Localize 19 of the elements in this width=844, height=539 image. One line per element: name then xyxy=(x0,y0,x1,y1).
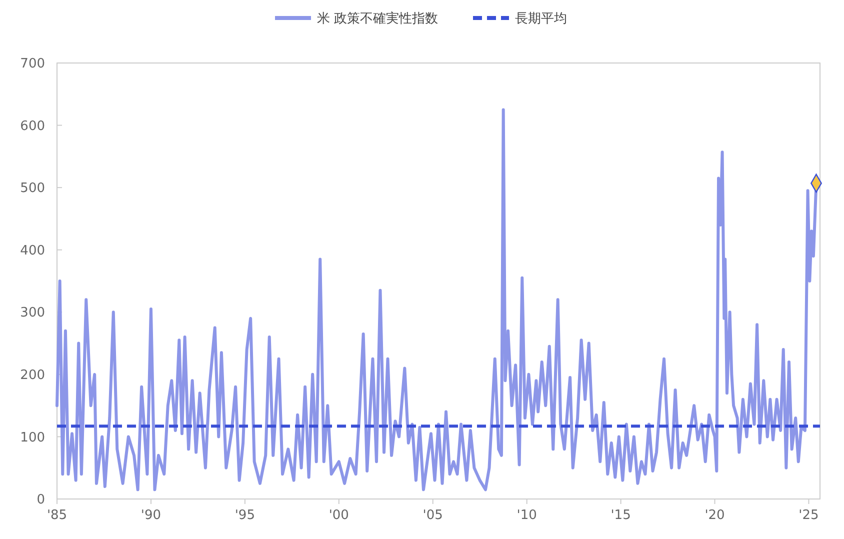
y-tick-label: 400 xyxy=(20,243,45,258)
x-tick-label: '25 xyxy=(798,508,819,523)
x-tick-label: '05 xyxy=(422,508,443,523)
y-tick-label: 500 xyxy=(20,181,45,196)
x-tick-label: '20 xyxy=(704,508,725,523)
y-tick-label: 700 xyxy=(20,56,45,72)
x-tick-label: '85 xyxy=(46,508,68,523)
legend-label: 米 政策不確実性指数 xyxy=(317,10,438,27)
x-tick-label: '90 xyxy=(140,508,162,523)
y-tick-label: 600 xyxy=(20,118,45,134)
legend-label: 長期平均 xyxy=(515,12,567,27)
y-tick-label: 200 xyxy=(20,368,45,383)
x-tick-label: '95 xyxy=(234,508,255,523)
x-tick-label: '10 xyxy=(516,508,537,523)
y-tick-label: 300 xyxy=(20,306,45,321)
x-tick-label: '15 xyxy=(610,508,631,523)
y-tick-label: 0 xyxy=(36,492,45,508)
x-tick-label: '00 xyxy=(328,508,349,523)
y-tick-label: 100 xyxy=(20,430,45,446)
